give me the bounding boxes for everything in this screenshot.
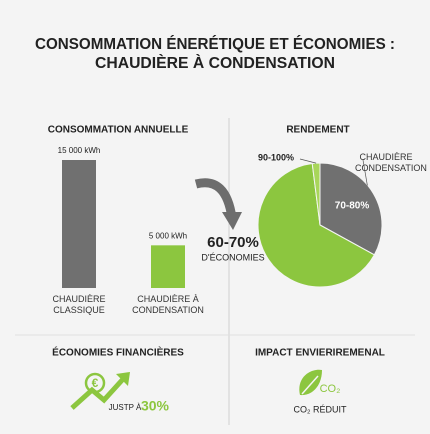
euro-icon: € xyxy=(92,376,99,390)
value-label: 15 000 kWh xyxy=(58,146,101,155)
slice-label: 70-80% xyxy=(335,201,370,212)
slice-category: 90-100% xyxy=(258,152,294,162)
impact-label: CO₂ RÉDUIT xyxy=(294,404,347,414)
x-tick-label: CHAUDIÈRE À CONDENSATION xyxy=(132,294,204,315)
pie-title: RENDEMENT xyxy=(286,125,349,136)
leader-line xyxy=(299,158,317,164)
bar xyxy=(151,245,185,288)
co2-icon: CO₂ xyxy=(320,383,341,395)
slice-category: CHAUDIÈRE CONDENSATION xyxy=(355,152,427,173)
leaf-vein xyxy=(301,375,319,395)
savings-value: 60-70% xyxy=(207,234,259,251)
value-label: 5 000 kWh xyxy=(149,231,187,240)
savings-text: D'ÉCONOMIES xyxy=(201,252,264,262)
subtitle: CHAUDIÈRE À CONDENSATION xyxy=(95,53,335,72)
savings-label: JUSTP À xyxy=(109,403,142,412)
leader-line xyxy=(362,159,368,186)
pie-slice xyxy=(257,162,376,288)
savings-percent: 30% xyxy=(141,398,170,414)
euro-ring xyxy=(84,372,106,394)
arrow-head xyxy=(222,212,242,230)
pie-slice xyxy=(319,162,383,256)
section-title: ÉCONOMIES FINANCIÈRES xyxy=(52,346,184,359)
trend-arrow-head xyxy=(116,372,130,386)
arrow xyxy=(194,178,237,219)
leaf-icon xyxy=(299,369,322,396)
x-tick-label: CHAUDIÈRE CLASSIQUE xyxy=(52,294,106,315)
trend-arrow xyxy=(70,376,126,410)
section-title: IMPACT ENVIERIREMENAL xyxy=(255,348,385,359)
bar-title: CONSOMMATION ANNUELLE xyxy=(48,125,189,136)
title: CONSOMMATION ÉNERÉTIQUE ET ÉCONOMIES : xyxy=(35,34,395,53)
bar xyxy=(62,160,96,288)
